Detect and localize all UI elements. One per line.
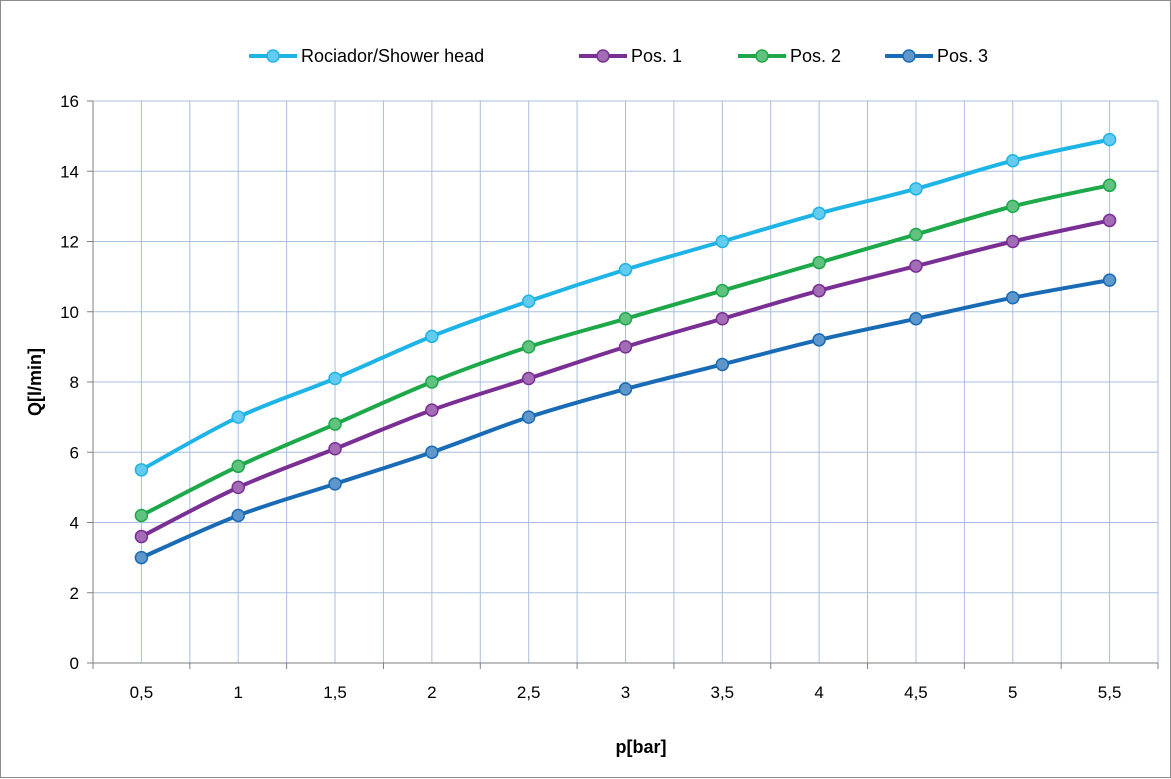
- y-tick-label: 10: [60, 303, 79, 322]
- data-point: [521, 410, 536, 424]
- data-point: [425, 403, 439, 417]
- data-point: [231, 410, 245, 424]
- series-1: [134, 213, 1117, 544]
- y-tick-label: 16: [60, 92, 79, 111]
- data-point: [328, 371, 342, 386]
- legend-item: Pos. 1: [579, 41, 682, 71]
- x-tick-label: 5: [1008, 683, 1017, 702]
- data-point: [231, 508, 245, 523]
- y-tick-label: 14: [60, 162, 79, 181]
- data-point: [134, 550, 149, 565]
- legend-item: Pos. 3: [885, 41, 988, 71]
- axes: [87, 100, 1159, 669]
- data-point: [1006, 153, 1020, 168]
- data-point: [1006, 234, 1020, 249]
- grid: [93, 100, 1159, 663]
- series-line: [140, 278, 1110, 560]
- data-point: [909, 227, 923, 242]
- data-point: [328, 441, 342, 456]
- data-point: [521, 371, 536, 386]
- legend-label: Pos. 2: [790, 45, 842, 66]
- series-0: [134, 132, 1117, 477]
- x-tick-label: 1,5: [323, 683, 347, 702]
- y-tick-label: 2: [70, 584, 79, 603]
- data-point: [425, 375, 439, 389]
- data-point: [521, 294, 536, 308]
- data-point: [618, 312, 633, 326]
- x-tick-label: 1: [233, 683, 242, 702]
- data-point: [134, 463, 149, 477]
- series-group: [134, 132, 1117, 565]
- data-point: [521, 340, 536, 354]
- y-tick-label: 12: [60, 233, 79, 252]
- data-point: [425, 445, 439, 459]
- legend-swatch-icon: [885, 49, 933, 63]
- data-point: [618, 382, 633, 396]
- legend: Rociador/Shower head Pos. 1 Pos. 2 Pos. …: [1, 41, 1171, 71]
- x-axis-title: p[bar]: [616, 737, 667, 757]
- legend-swatch-icon: [738, 49, 786, 63]
- data-point: [134, 529, 149, 544]
- x-tick-label: 0,5: [130, 683, 154, 702]
- data-point: [618, 262, 633, 277]
- y-tick-label: 6: [70, 443, 79, 462]
- data-point: [812, 206, 826, 221]
- data-point: [1006, 290, 1020, 305]
- series-3: [134, 273, 1117, 565]
- data-point: [812, 255, 826, 270]
- x-tick-label: 4,5: [904, 683, 928, 702]
- tick-labels: 0 2 4 6 8 10 12 14 16 0,5 1 1,5 2 2,5 3 3,5 4 4,5 5 5,5: [60, 92, 1121, 702]
- data-point: [1006, 199, 1020, 214]
- x-tick-label: 3,5: [710, 683, 734, 702]
- legend-swatch-icon: [579, 49, 627, 63]
- data-point: [618, 340, 633, 354]
- x-tick-label: 2: [427, 683, 436, 702]
- y-tick-label: 4: [70, 514, 79, 533]
- data-point: [909, 312, 923, 326]
- legend-item: Rociador/Shower head: [249, 41, 484, 71]
- x-tick-label: 4: [814, 683, 823, 702]
- data-point: [425, 329, 439, 344]
- series-2: [134, 178, 1117, 523]
- y-axis-title: Q[l/min]: [25, 348, 45, 416]
- data-point: [909, 259, 923, 273]
- data-point: [231, 459, 245, 474]
- data-point: [715, 312, 730, 326]
- data-point: [328, 417, 342, 431]
- data-point: [1102, 273, 1117, 287]
- data-point: [134, 508, 149, 523]
- data-point: [715, 283, 730, 298]
- y-tick-label: 0: [70, 654, 79, 673]
- data-point: [231, 480, 245, 495]
- y-tick-label: 8: [70, 373, 79, 392]
- data-point: [715, 234, 730, 249]
- data-point: [328, 477, 342, 491]
- x-tick-label: 3: [621, 683, 630, 702]
- data-point: [909, 182, 923, 196]
- legend-label: Pos. 3: [937, 45, 989, 66]
- legend-swatch-icon: [249, 49, 297, 63]
- data-point: [1102, 213, 1117, 228]
- legend-label: Rociador/Shower head: [301, 45, 485, 66]
- legend-item: Pos. 2: [738, 41, 841, 71]
- x-tick-label: 2,5: [517, 683, 541, 702]
- data-point: [812, 283, 826, 298]
- x-tick-label: 5,5: [1098, 683, 1122, 702]
- legend-label: Pos. 1: [631, 45, 683, 66]
- data-point: [1102, 178, 1117, 193]
- data-point: [715, 357, 730, 372]
- data-point: [812, 333, 826, 347]
- data-point: [1102, 132, 1117, 147]
